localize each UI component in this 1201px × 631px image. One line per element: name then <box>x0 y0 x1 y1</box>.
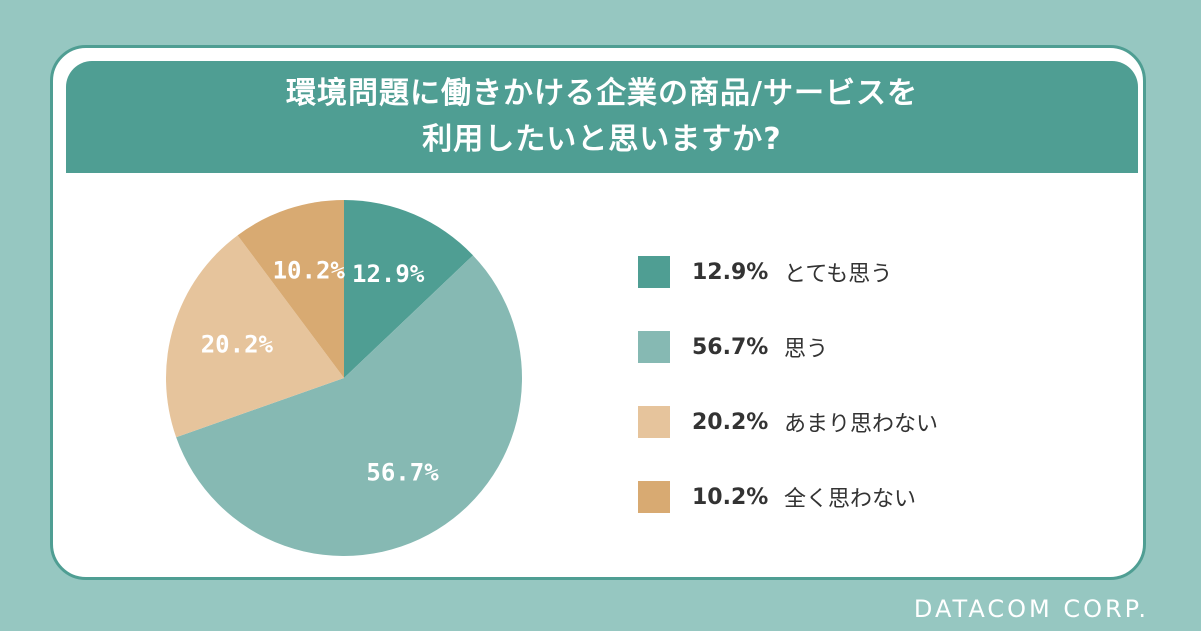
chart-title: 環境問題に働きかける企業の商品/サービスを 利用したいと思いますか? <box>66 61 1138 173</box>
legend-swatch <box>638 406 670 438</box>
title-line-2: 利用したいと思いますか? <box>422 122 782 157</box>
title-line-1: 環境問題に働きかける企業の商品/サービスを <box>286 76 918 111</box>
legend-label: あまり思わない <box>784 412 939 437</box>
legend-item: 12.9% とても思う <box>638 256 938 288</box>
legend-swatch <box>638 331 670 363</box>
slice-data-label: 12.9% <box>352 260 425 288</box>
legend-item: 56.7% 思う <box>638 331 938 363</box>
pie-slice-3 <box>166 235 344 438</box>
legend-percent: 10.2% <box>692 484 769 510</box>
legend-label: 全く思わない <box>784 487 917 512</box>
pie-slice-1 <box>344 200 473 378</box>
legend-label: 思う <box>784 337 829 362</box>
slice-data-label: 20.2% <box>201 330 274 358</box>
legend-swatch <box>638 256 670 288</box>
company-logo-text: DATACOM CORP. <box>913 595 1149 623</box>
legend-percent: 20.2% <box>692 409 769 435</box>
legend-label: とても思う <box>784 262 893 287</box>
legend-item: 20.2% あまり思わない <box>638 406 938 438</box>
legend: 12.9% とても思う 56.7% 思う 20.2% あまり思わない 10.2% 全く思わない <box>638 256 938 556</box>
pie-slice-2 <box>176 255 522 556</box>
legend-percent: 12.9% <box>692 259 769 285</box>
legend-item: 10.2% 全く思わない <box>638 481 938 513</box>
legend-percent: 56.7% <box>692 334 769 360</box>
legend-swatch <box>638 481 670 513</box>
slice-data-label: 56.7% <box>366 458 439 486</box>
pie-slice-4 <box>237 200 344 378</box>
slice-data-label: 10.2% <box>273 257 346 285</box>
